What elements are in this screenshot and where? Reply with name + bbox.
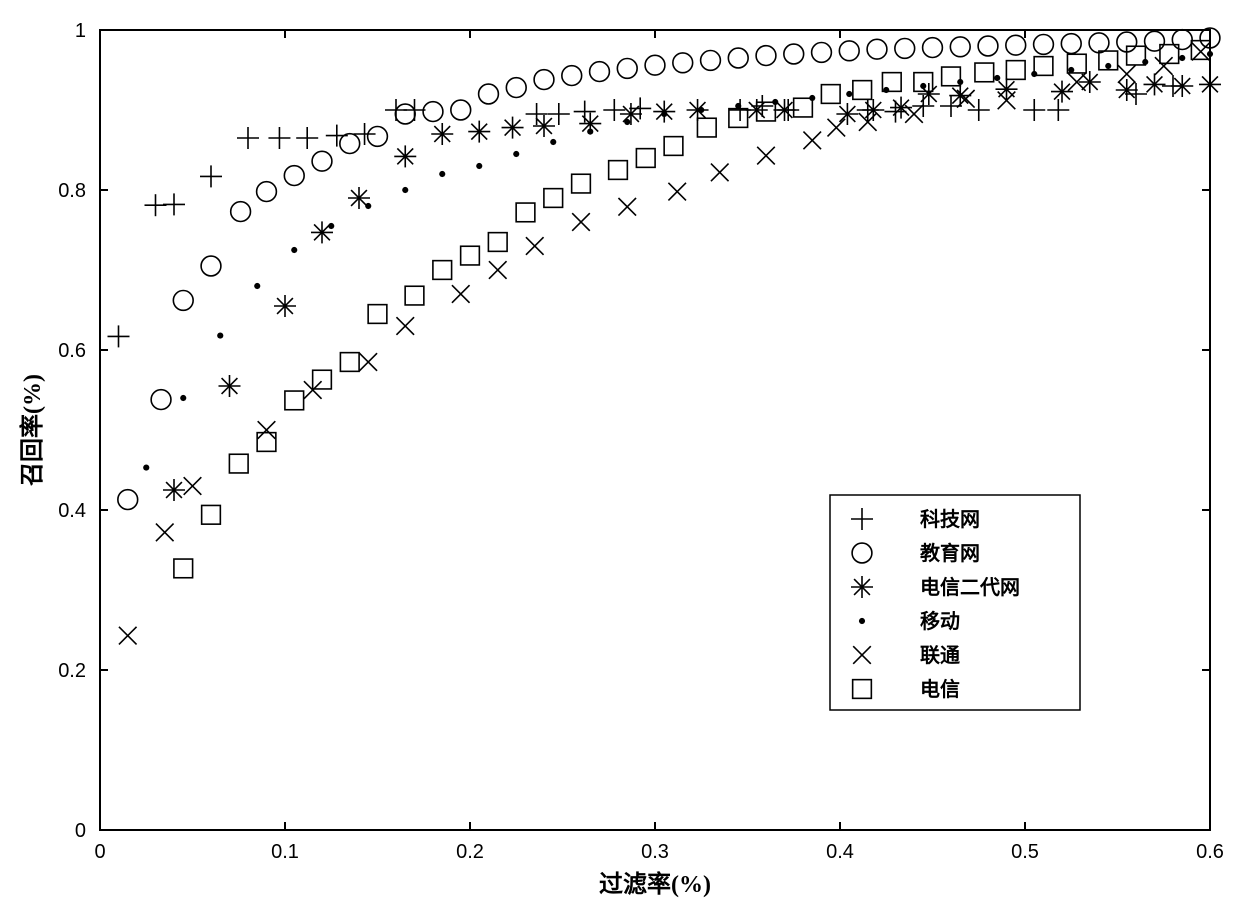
series-2	[163, 71, 1221, 501]
legend-label: 科技网	[920, 507, 980, 531]
x-axis-label: 过滤率(%)	[599, 870, 711, 898]
x-tick-label: 0.3	[641, 841, 669, 863]
x-tick-label: 0.6	[1196, 841, 1224, 863]
series-1	[118, 28, 1220, 509]
x-tick-label: 0.1	[271, 841, 299, 863]
scatter-chart: 0 0.1 0.2 0.3 0.4 0.5 0.6 0 0.2 0.4 0.6 0.8 1 过滤率(%) 召…	[0, 0, 1240, 914]
y-tick-label: 1	[75, 20, 86, 42]
y-tick-label: 0.8	[58, 180, 86, 202]
y-tick-label: 0.2	[58, 660, 86, 682]
y-tick-label: 0	[75, 820, 86, 842]
series-0	[108, 75, 1185, 347]
legend-label: 电信	[920, 677, 960, 701]
y-tick-label: 0.4	[58, 500, 86, 522]
legend-label: 移动	[920, 610, 960, 633]
x-tick-label: 0.5	[1011, 841, 1039, 863]
legend-label: 教育网	[920, 541, 980, 565]
legend-label: 电信二代网	[920, 575, 1020, 599]
legend-label: 联通	[920, 644, 960, 667]
series-4	[119, 43, 1210, 645]
legend: 科技网教育网电信二代网移动联通电信	[830, 495, 1080, 710]
y-tick-label: 0.6	[58, 340, 86, 362]
chart-svg: 0 0.1 0.2 0.3 0.4 0.5 0.6 0 0.2 0.4 0.6 0.8 1 过滤率(%) 召…	[0, 0, 1240, 914]
x-tick-label: 0.2	[456, 841, 484, 863]
x-tick-label: 0.4	[826, 841, 854, 863]
y-axis-label: 召回率(%)	[18, 374, 46, 487]
x-tick-label: 0	[94, 841, 105, 863]
series-5	[174, 41, 1210, 578]
